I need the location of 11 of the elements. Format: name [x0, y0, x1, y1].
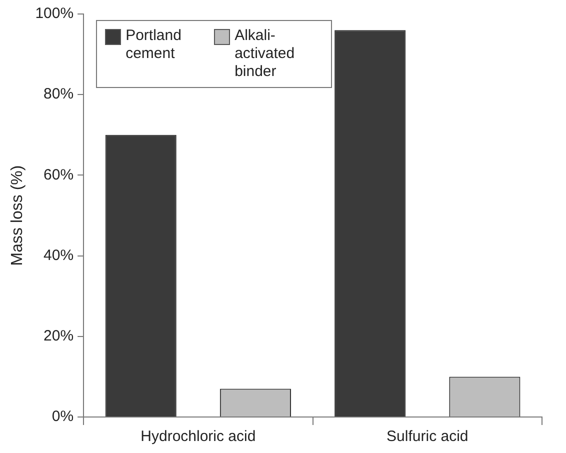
legend-label: Alkali-activated binder	[234, 27, 296, 81]
y-tick-label: 40%	[44, 246, 74, 264]
x-tick-label: Hydrochloric acid	[140, 428, 256, 446]
y-tick-label: 20%	[44, 328, 74, 345]
x-tick-label: Sulfuric acid	[386, 428, 468, 446]
y-axis-title: Mass loss (%)	[9, 165, 26, 266]
y-tick-label: 60%	[44, 166, 74, 184]
y-tick-label: 0%	[52, 408, 74, 426]
y-tick-label: 100%	[35, 5, 74, 22]
legend-label: Portland cement	[126, 27, 182, 63]
y-tick-label: 80%	[44, 86, 74, 103]
